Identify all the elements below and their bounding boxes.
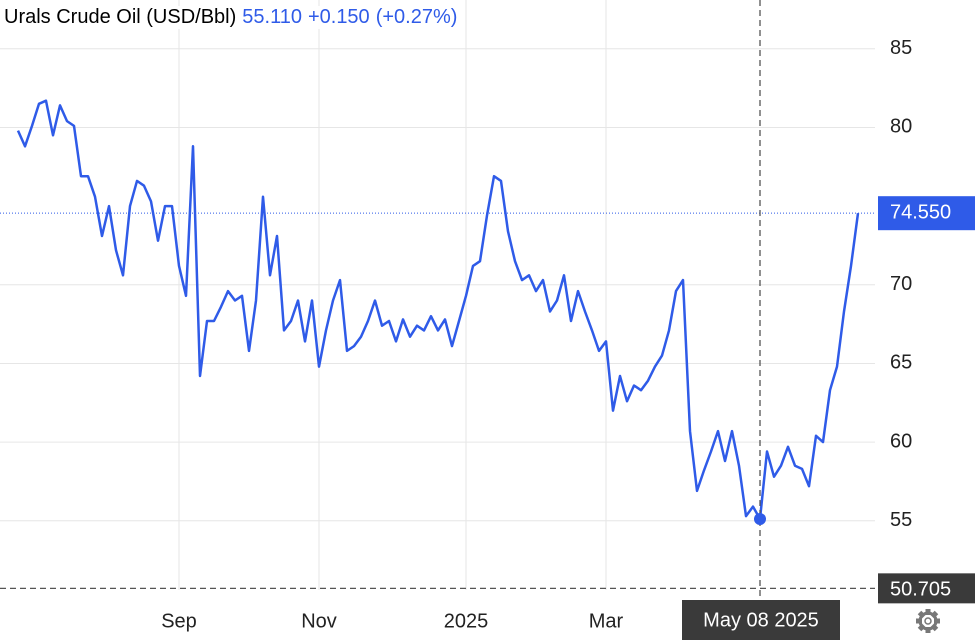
y-tick-label: 60 — [890, 430, 912, 452]
chart-header: Urals Crude Oil (USD/Bbl) 55.110 +0.150 (+0… — [4, 6, 458, 29]
y-tick-label: 70 — [890, 273, 912, 295]
crosshair-y-label: 50.705 — [890, 579, 951, 601]
crosshair-dot — [754, 513, 766, 526]
gear-hole — [924, 617, 932, 625]
hover-value: 55.110 — [242, 6, 302, 28]
hover-change: +0.150 — [307, 6, 370, 28]
y-tick-label: 55 — [890, 509, 912, 531]
crosshair-y-box — [878, 573, 975, 604]
y-tick-label: 65 — [890, 352, 912, 374]
price-line — [16, 99, 860, 521]
hover-change-pct: (+0.27%) — [375, 6, 458, 28]
last-price-label: 74.550 — [890, 201, 951, 223]
x-tick-label: Mar — [589, 610, 624, 632]
y-tick-label: 80 — [890, 116, 912, 138]
crosshair-x-label: May 08 2025 — [703, 609, 819, 631]
last-price-box — [878, 196, 975, 231]
gear-ring — [918, 611, 938, 631]
chart-title: Urals Crude Oil (USD/Bbl) — [4, 6, 237, 28]
settings-icon[interactable] — [916, 609, 940, 633]
crosshair-x-box — [682, 600, 840, 640]
x-tick-label: Sep — [161, 610, 197, 632]
x-tick-label: 2025 — [444, 610, 489, 632]
x-tick-label: Nov — [301, 610, 337, 632]
y-tick-label: 85 — [890, 37, 912, 59]
